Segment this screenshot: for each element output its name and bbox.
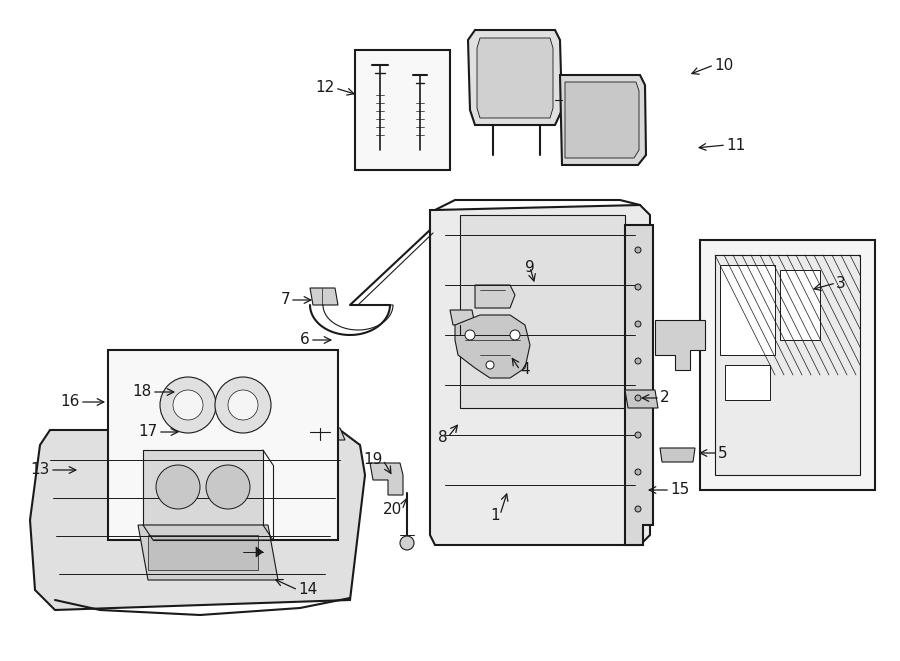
Polygon shape	[468, 30, 562, 125]
Polygon shape	[455, 315, 530, 378]
Text: 9: 9	[525, 260, 535, 274]
Text: 19: 19	[364, 453, 383, 467]
Bar	[460, 215, 625, 407]
Polygon shape	[290, 428, 345, 440]
Circle shape	[156, 465, 200, 509]
Circle shape	[635, 506, 641, 512]
Circle shape	[635, 469, 641, 475]
Text: 6: 6	[301, 332, 310, 348]
Bar	[108, 350, 338, 540]
Circle shape	[635, 247, 641, 253]
Circle shape	[215, 377, 271, 433]
Circle shape	[160, 377, 216, 433]
Circle shape	[206, 465, 250, 509]
Bar	[720, 265, 775, 355]
Text: 20: 20	[382, 502, 402, 518]
Circle shape	[228, 390, 258, 420]
Circle shape	[635, 395, 641, 401]
Text: 12: 12	[316, 81, 335, 95]
Text: 8: 8	[438, 430, 448, 444]
Polygon shape	[625, 390, 658, 408]
Bar	[725, 365, 770, 400]
Circle shape	[635, 358, 641, 364]
Text: 2: 2	[660, 391, 670, 405]
Circle shape	[510, 330, 520, 340]
Polygon shape	[256, 547, 263, 557]
Circle shape	[465, 330, 475, 340]
Text: 18: 18	[133, 385, 152, 399]
Bar	[780, 270, 820, 340]
Circle shape	[635, 284, 641, 290]
Circle shape	[486, 361, 494, 369]
Circle shape	[173, 390, 203, 420]
Bar	[700, 240, 875, 490]
Text: 16: 16	[60, 395, 80, 410]
Polygon shape	[30, 430, 365, 610]
Polygon shape	[138, 525, 278, 580]
Text: 11: 11	[726, 137, 745, 153]
Bar	[143, 450, 263, 525]
Polygon shape	[625, 225, 653, 545]
Polygon shape	[560, 75, 646, 165]
Text: 17: 17	[139, 424, 158, 440]
Bar	[148, 535, 258, 570]
Text: 10: 10	[714, 58, 734, 73]
Text: 7: 7	[281, 293, 290, 307]
Polygon shape	[477, 38, 553, 118]
Polygon shape	[475, 285, 515, 308]
Circle shape	[635, 432, 641, 438]
Polygon shape	[430, 205, 650, 545]
Polygon shape	[660, 448, 695, 462]
Text: 4: 4	[520, 362, 529, 377]
Circle shape	[400, 536, 414, 550]
Text: 15: 15	[670, 483, 689, 498]
Text: 3: 3	[836, 276, 846, 290]
Text: 5: 5	[718, 446, 727, 461]
Polygon shape	[310, 288, 338, 305]
Polygon shape	[655, 320, 705, 370]
Polygon shape	[565, 82, 639, 158]
Text: 14: 14	[298, 582, 317, 598]
Circle shape	[635, 321, 641, 327]
Polygon shape	[370, 463, 403, 495]
Polygon shape	[450, 310, 475, 325]
Bar	[715, 255, 860, 475]
Bar	[355, 50, 450, 170]
Text: 1: 1	[491, 508, 500, 522]
Text: 13: 13	[31, 463, 50, 477]
